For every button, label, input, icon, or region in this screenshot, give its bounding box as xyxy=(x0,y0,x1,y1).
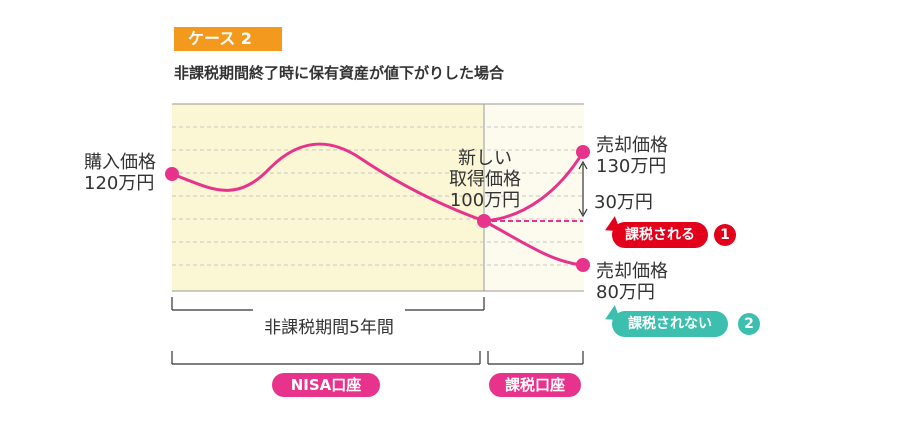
tax-free-period-label: 非課税期間5年間 xyxy=(264,318,394,338)
taxable-account-badge: 課税口座 xyxy=(489,373,581,397)
price-curve-fall xyxy=(483,219,584,267)
grid-lines xyxy=(172,126,584,266)
sale-high-value: 130万円 xyxy=(596,156,667,177)
untaxed-number-badge: 2 xyxy=(738,313,760,335)
price-curve-rise xyxy=(483,151,585,223)
account-brackets xyxy=(171,351,584,365)
new-acquisition-line1: 新しい xyxy=(458,148,512,169)
purchase-price-label: 購入価格 xyxy=(84,152,156,173)
case-label: ケース 2 xyxy=(174,27,282,51)
taxed-callout: 課税される xyxy=(612,222,708,248)
point-sale-low xyxy=(576,258,590,272)
taxable-period-area xyxy=(484,104,584,291)
point-new-acquisition xyxy=(477,214,491,228)
sale-low-label: 売却価格 xyxy=(596,261,668,282)
untaxed-callout: 課税されない xyxy=(612,311,728,337)
new-acquisition-line2: 取得価格 xyxy=(449,169,521,190)
sale-high-label: 売却価格 xyxy=(596,135,668,156)
price-curve-nisa xyxy=(171,142,485,223)
sale-low-value: 80万円 xyxy=(596,282,655,303)
difference-label: 30万円 xyxy=(594,192,653,213)
taxed-number-badge: 1 xyxy=(714,224,736,246)
new-acquisition-value: 100万円 xyxy=(449,190,521,211)
page-title: 非課税期間終了時に保有資産が値下がりした場合 xyxy=(174,64,505,82)
purchase-price-value: 120万円 xyxy=(84,173,155,194)
difference-arrow xyxy=(578,160,588,218)
point-purchase xyxy=(165,167,179,181)
nisa-period-area xyxy=(172,104,484,291)
period-bracket-5yr xyxy=(171,297,485,310)
nisa-account-badge: NISA口座 xyxy=(272,373,380,397)
point-sale-high xyxy=(576,145,590,159)
